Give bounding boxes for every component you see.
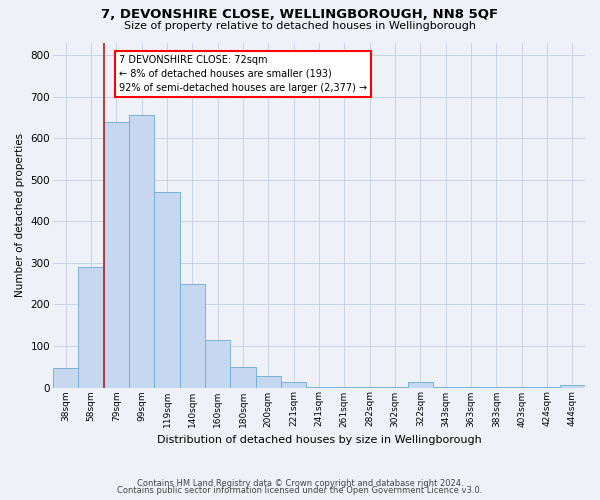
Bar <box>535 386 560 388</box>
Bar <box>154 192 179 388</box>
Text: 7 DEVONSHIRE CLOSE: 72sqm
← 8% of detached houses are smaller (193)
92% of semi-: 7 DEVONSHIRE CLOSE: 72sqm ← 8% of detach… <box>119 55 367 93</box>
Bar <box>78 267 104 388</box>
Bar <box>458 386 484 388</box>
Bar <box>230 366 256 388</box>
Bar <box>407 382 433 388</box>
Bar <box>256 376 281 388</box>
Bar <box>129 115 154 388</box>
Bar <box>104 122 129 388</box>
Bar <box>433 386 458 388</box>
Bar <box>560 384 585 388</box>
Bar <box>281 382 307 388</box>
Bar <box>357 386 382 388</box>
Y-axis label: Number of detached properties: Number of detached properties <box>15 133 25 297</box>
Text: Contains HM Land Registry data © Crown copyright and database right 2024.: Contains HM Land Registry data © Crown c… <box>137 478 463 488</box>
Bar <box>509 386 535 388</box>
Bar <box>179 284 205 388</box>
Bar <box>53 368 78 388</box>
X-axis label: Distribution of detached houses by size in Wellingborough: Distribution of detached houses by size … <box>157 435 481 445</box>
Bar <box>382 386 407 388</box>
Bar <box>484 386 509 388</box>
Bar <box>307 386 332 388</box>
Text: Contains public sector information licensed under the Open Government Licence v3: Contains public sector information licen… <box>118 486 482 495</box>
Bar <box>205 340 230 388</box>
Text: 7, DEVONSHIRE CLOSE, WELLINGBOROUGH, NN8 5QF: 7, DEVONSHIRE CLOSE, WELLINGBOROUGH, NN8… <box>101 8 499 20</box>
Bar <box>332 386 357 388</box>
Text: Size of property relative to detached houses in Wellingborough: Size of property relative to detached ho… <box>124 21 476 31</box>
